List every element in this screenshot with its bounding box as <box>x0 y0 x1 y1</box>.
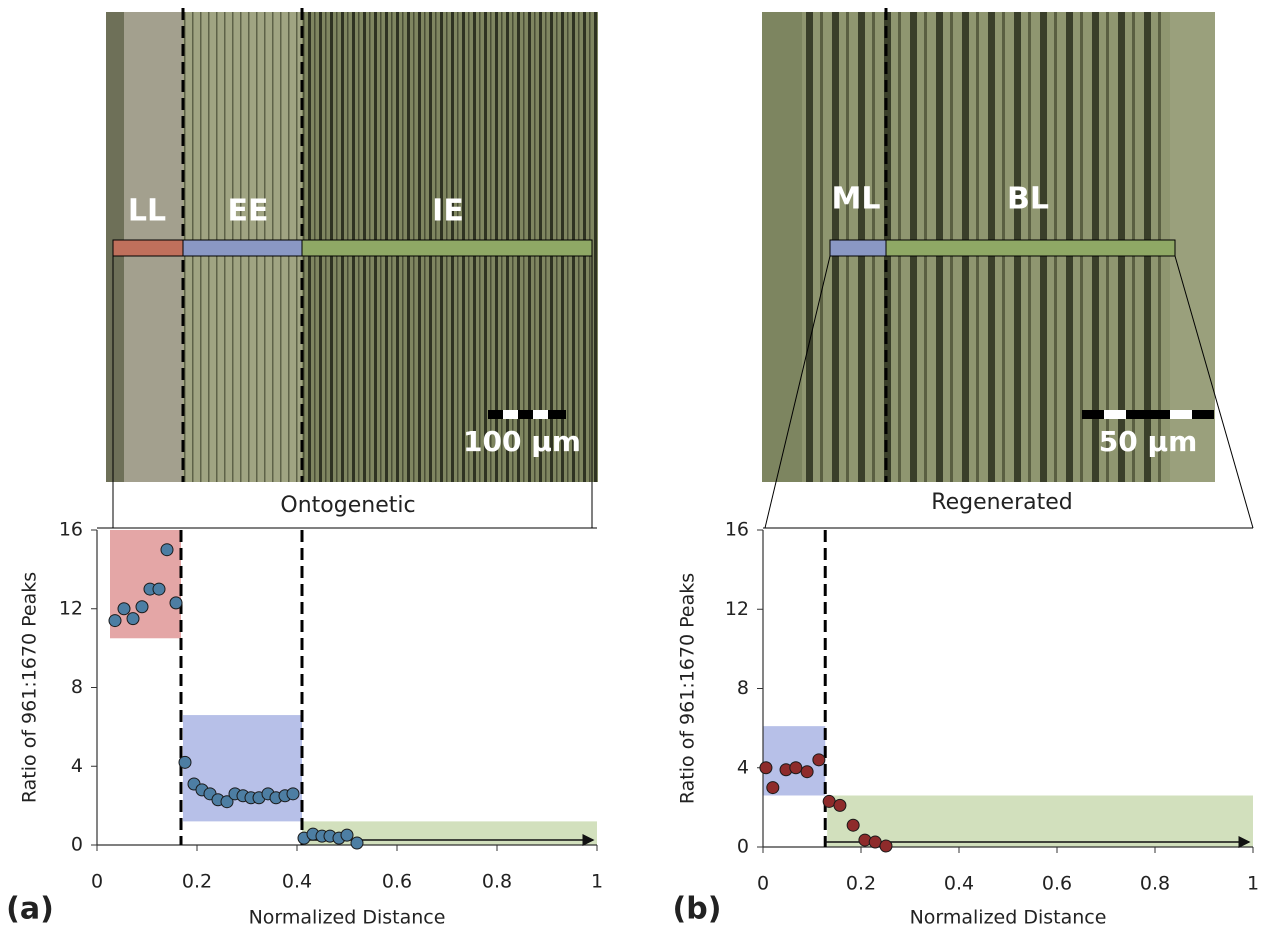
data-point <box>127 613 139 625</box>
data-point <box>161 544 173 556</box>
y-tick-label: 16 <box>59 519 83 541</box>
data-point <box>341 829 353 841</box>
x-tick-label: 0.4 <box>944 873 974 895</box>
data-point <box>813 754 825 766</box>
x-tick-label: 0.8 <box>1140 873 1170 895</box>
data-point <box>287 788 299 800</box>
data-point <box>869 836 881 848</box>
data-point <box>179 756 191 768</box>
data-point <box>834 799 846 811</box>
panel-label: (a) <box>6 892 54 927</box>
x-tick-label: 1 <box>591 871 603 893</box>
y-tick-label: 12 <box>725 598 749 620</box>
data-point <box>351 837 363 849</box>
data-point <box>767 782 779 794</box>
x-tick-label: 0.8 <box>482 871 512 893</box>
shaded-region <box>827 795 1253 847</box>
y-tick-label: 12 <box>59 597 83 619</box>
chart-title: Regenerated <box>931 490 1072 515</box>
y-tick-label: 0 <box>737 836 749 858</box>
y-tick-label: 8 <box>737 677 749 699</box>
data-point <box>847 819 859 831</box>
x-tick-label: 0 <box>91 871 103 893</box>
x-tick-label: 0.2 <box>846 873 876 895</box>
y-tick-label: 16 <box>725 519 749 541</box>
x-tick-label: 0 <box>757 873 769 895</box>
zone-label: EE <box>228 194 269 229</box>
x-tick-label: 0.2 <box>182 871 212 893</box>
figure: LL EE IE 100 µm Ontogenetic (a) Normalized Dis… <box>0 0 1266 938</box>
data-point <box>136 601 148 613</box>
data-point <box>880 840 892 852</box>
data-point <box>760 762 772 774</box>
data-point <box>109 615 121 627</box>
panel-label: (b) <box>673 892 722 927</box>
x-axis-label: Normalized Distance <box>249 907 446 929</box>
scale-bar-label: 100 µm <box>463 425 581 458</box>
zone-label: IE <box>432 194 464 229</box>
y-tick-label: 8 <box>71 676 83 698</box>
zone-label: BL <box>1007 182 1049 217</box>
x-tick-label: 0.6 <box>382 871 412 893</box>
data-point <box>170 597 182 609</box>
data-point <box>801 766 813 778</box>
data-point <box>118 603 130 615</box>
y-tick-label: 4 <box>71 755 83 777</box>
x-tick-label: 0.4 <box>282 871 312 893</box>
data-point <box>790 762 802 774</box>
zone-label: LL <box>128 194 166 229</box>
x-tick-label: 1 <box>1247 873 1259 895</box>
y-axis-label: Ratio of 961:1670 Peaks <box>677 573 699 804</box>
y-axis-label: Ratio of 961:1670 Peaks <box>19 572 41 803</box>
shaded-region <box>183 715 302 821</box>
zone-label: ML <box>832 182 881 217</box>
data-point <box>153 583 165 595</box>
x-axis-label: Normalized Distance <box>910 907 1107 929</box>
scale-bar-label: 50 µm <box>1099 425 1198 458</box>
y-tick-label: 0 <box>71 834 83 856</box>
y-tick-label: 4 <box>737 756 749 778</box>
x-tick-label: 0.6 <box>1042 873 1072 895</box>
data-point <box>823 795 835 807</box>
chart-title: Ontogenetic <box>280 493 415 518</box>
